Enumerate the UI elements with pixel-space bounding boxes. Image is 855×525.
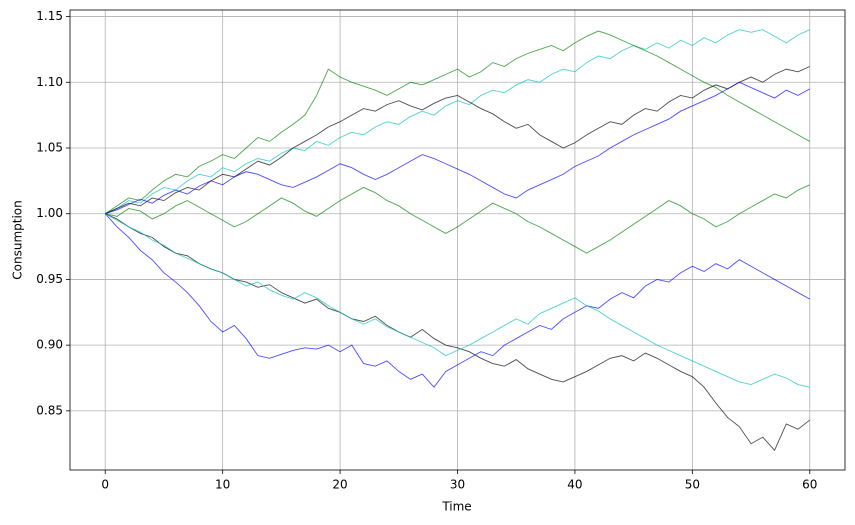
plot-frame bbox=[69, 9, 846, 471]
y-tick-label: 1.15 bbox=[36, 9, 63, 23]
y-tick-label: 1.05 bbox=[36, 141, 63, 155]
y-tick-label: 1.00 bbox=[36, 206, 63, 220]
x-tick-label: 40 bbox=[567, 478, 582, 492]
x-tick-label: 60 bbox=[802, 478, 817, 492]
series-line bbox=[105, 29, 810, 215]
x-tick-label: 10 bbox=[215, 478, 230, 492]
series-line bbox=[105, 213, 810, 388]
series-line bbox=[105, 81, 810, 215]
series-line bbox=[104, 213, 810, 388]
y-tick-label: 1.10 bbox=[36, 75, 63, 89]
x-tick-label: 20 bbox=[332, 478, 347, 492]
y-tick-label: 0.95 bbox=[36, 272, 63, 286]
x-axis-label: Time bbox=[441, 500, 471, 514]
series-line bbox=[105, 66, 810, 215]
series-line bbox=[105, 184, 810, 254]
y-axis-label: Consumption bbox=[11, 200, 25, 279]
y-tick-label: 0.90 bbox=[36, 338, 63, 352]
series-line bbox=[104, 30, 810, 215]
y-tick-label: 0.85 bbox=[36, 403, 63, 417]
x-tick-label: 50 bbox=[685, 478, 700, 492]
x-tick-label: 0 bbox=[101, 478, 109, 492]
x-tick-label: 30 bbox=[450, 478, 465, 492]
